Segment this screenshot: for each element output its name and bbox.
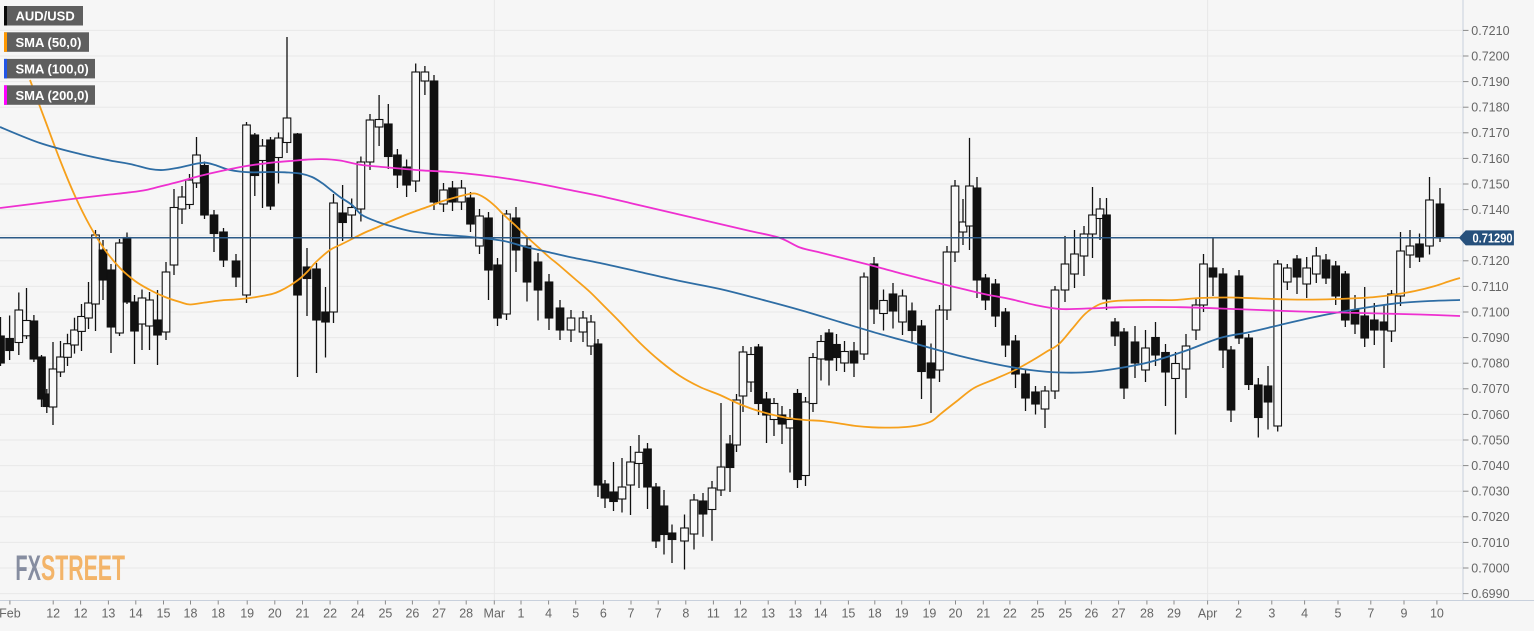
svg-text:0.7110: 0.7110 (1471, 280, 1508, 294)
svg-text:22: 22 (323, 607, 337, 621)
svg-text:25: 25 (378, 607, 392, 621)
svg-text:28: 28 (1140, 607, 1154, 621)
svg-text:12: 12 (74, 607, 88, 621)
svg-text:27: 27 (1112, 607, 1126, 621)
svg-text:Mar: Mar (484, 607, 506, 621)
svg-text:SMA (100,0): SMA (100,0) (16, 61, 89, 76)
svg-text:18: 18 (868, 607, 882, 621)
svg-text:6: 6 (600, 607, 607, 621)
svg-text:28: 28 (459, 607, 473, 621)
svg-text:21: 21 (296, 607, 310, 621)
svg-text:Apr: Apr (1198, 607, 1217, 621)
svg-text:5: 5 (1335, 607, 1342, 621)
svg-text:7: 7 (628, 607, 635, 621)
svg-text:4: 4 (545, 607, 552, 621)
svg-text:22: 22 (1003, 607, 1017, 621)
svg-text:12: 12 (734, 607, 748, 621)
svg-text:5: 5 (572, 607, 579, 621)
svg-text:0.7100: 0.7100 (1471, 305, 1509, 319)
svg-text:0.7020: 0.7020 (1471, 510, 1509, 524)
svg-text:13: 13 (788, 607, 802, 621)
svg-text:14: 14 (129, 607, 143, 621)
svg-text:8: 8 (682, 607, 689, 621)
svg-text:4: 4 (1301, 607, 1308, 621)
svg-text:0.7150: 0.7150 (1471, 177, 1509, 191)
svg-text:SMA (200,0): SMA (200,0) (16, 88, 89, 103)
svg-text:STREET: STREET (41, 549, 125, 588)
svg-text:18: 18 (211, 607, 225, 621)
svg-text:25: 25 (1058, 607, 1072, 621)
svg-text:0.6990: 0.6990 (1471, 587, 1509, 601)
svg-text:25: 25 (1031, 607, 1045, 621)
svg-text:19: 19 (895, 607, 909, 621)
svg-text:29: 29 (1167, 607, 1181, 621)
svg-text:0.7180: 0.7180 (1471, 101, 1509, 115)
svg-text:26: 26 (1084, 607, 1098, 621)
svg-text:0.7200: 0.7200 (1471, 49, 1509, 63)
svg-text:0.7030: 0.7030 (1471, 485, 1509, 499)
svg-text:24: 24 (351, 607, 365, 621)
svg-text:9: 9 (1401, 607, 1408, 621)
svg-text:0.7010: 0.7010 (1471, 536, 1509, 550)
svg-text:19: 19 (922, 607, 936, 621)
svg-text:0.7160: 0.7160 (1471, 152, 1509, 166)
svg-text:18: 18 (184, 607, 198, 621)
svg-text:0.7140: 0.7140 (1471, 203, 1509, 217)
svg-text:27: 27 (432, 607, 446, 621)
svg-text:0.7060: 0.7060 (1471, 408, 1509, 422)
svg-text:0.7070: 0.7070 (1471, 382, 1509, 396)
svg-text:14: 14 (814, 607, 828, 621)
svg-text:1: 1 (518, 607, 525, 621)
svg-text:0.7170: 0.7170 (1471, 126, 1509, 140)
svg-text:0.7040: 0.7040 (1471, 459, 1509, 473)
svg-text:21: 21 (976, 607, 990, 621)
svg-text:13: 13 (101, 607, 115, 621)
svg-text:SMA (50,0): SMA (50,0) (16, 35, 82, 50)
svg-text:20: 20 (268, 607, 282, 621)
svg-text:11: 11 (707, 607, 720, 621)
svg-text:7: 7 (1367, 607, 1374, 621)
svg-text:10: 10 (1430, 607, 1444, 621)
svg-text:0.7210: 0.7210 (1471, 24, 1509, 38)
svg-text:0.7120: 0.7120 (1471, 254, 1509, 268)
svg-text:0.7080: 0.7080 (1471, 357, 1509, 371)
svg-text:15: 15 (157, 607, 171, 621)
svg-text:3: 3 (1268, 607, 1275, 621)
svg-text:12: 12 (46, 607, 60, 621)
svg-text:7: 7 (655, 607, 662, 621)
svg-text:19: 19 (240, 607, 254, 621)
svg-text:AUD/USD: AUD/USD (16, 9, 75, 24)
svg-text:26: 26 (405, 607, 419, 621)
svg-text:13: 13 (761, 607, 775, 621)
svg-text:15: 15 (841, 607, 855, 621)
svg-text:FX: FX (15, 549, 41, 588)
svg-text:0.71290: 0.71290 (1473, 232, 1513, 246)
svg-text:0.7090: 0.7090 (1471, 331, 1509, 345)
svg-text:0.7190: 0.7190 (1471, 75, 1509, 89)
svg-text:0.7000: 0.7000 (1471, 561, 1509, 575)
svg-text:20: 20 (949, 607, 963, 621)
svg-text:0.7050: 0.7050 (1471, 433, 1509, 447)
svg-text:Feb: Feb (0, 607, 21, 621)
svg-text:2: 2 (1235, 607, 1242, 621)
